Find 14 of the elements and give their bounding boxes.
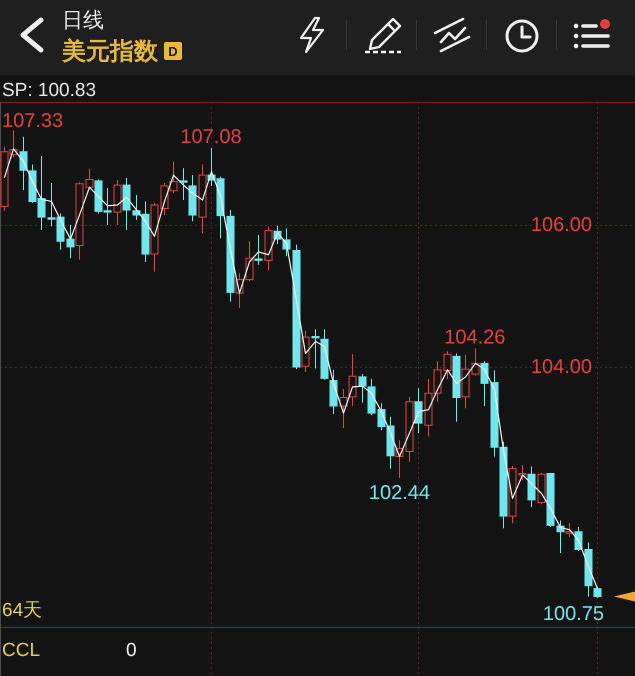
text: CCL <box>2 640 40 661</box>
text: 0 <box>126 640 137 661</box>
annotation: 107.08 <box>180 126 242 148</box>
y-tick-label: 104.00 <box>530 356 592 378</box>
chart-title: 美元指数 <box>61 37 159 65</box>
y-tick-label: 106.00 <box>530 214 592 236</box>
text: SP: 100.83 <box>2 80 96 101</box>
annotation: 102.44 <box>368 482 430 504</box>
annotation: 64天 <box>2 600 42 621</box>
annotation: 104.26 <box>444 326 506 349</box>
chart-subtitle: 日线 <box>62 9 104 32</box>
annotation: 107.33 <box>2 110 64 132</box>
annotation: 100.75 <box>542 603 604 625</box>
text: D <box>168 44 178 59</box>
